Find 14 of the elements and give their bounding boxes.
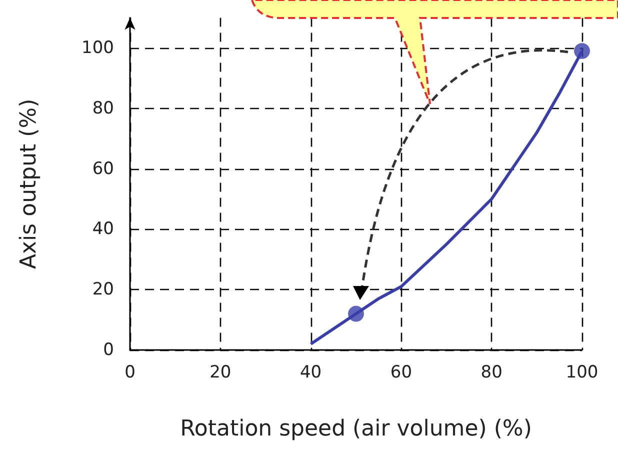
x-tick-label: 60 xyxy=(390,362,412,382)
x-tick-label: 80 xyxy=(480,362,502,382)
y-tick-label: 100 xyxy=(82,38,114,58)
x-tick-label: 100 xyxy=(566,362,598,382)
x-tick-label: 20 xyxy=(210,362,232,382)
y-tick-label: 0 xyxy=(103,340,114,360)
y-tick-label: 80 xyxy=(92,98,114,118)
x-axis-title: Rotation speed (air volume) (%) xyxy=(180,416,532,442)
y-tick-label: 60 xyxy=(92,158,114,179)
y-tick-label: 20 xyxy=(92,280,114,300)
x-tick-label: 0 xyxy=(124,362,136,382)
y-axis-title: Axis output (%) xyxy=(16,98,42,270)
y-tick-label: 40 xyxy=(92,219,114,240)
x-tick-label: 40 xyxy=(300,362,322,382)
